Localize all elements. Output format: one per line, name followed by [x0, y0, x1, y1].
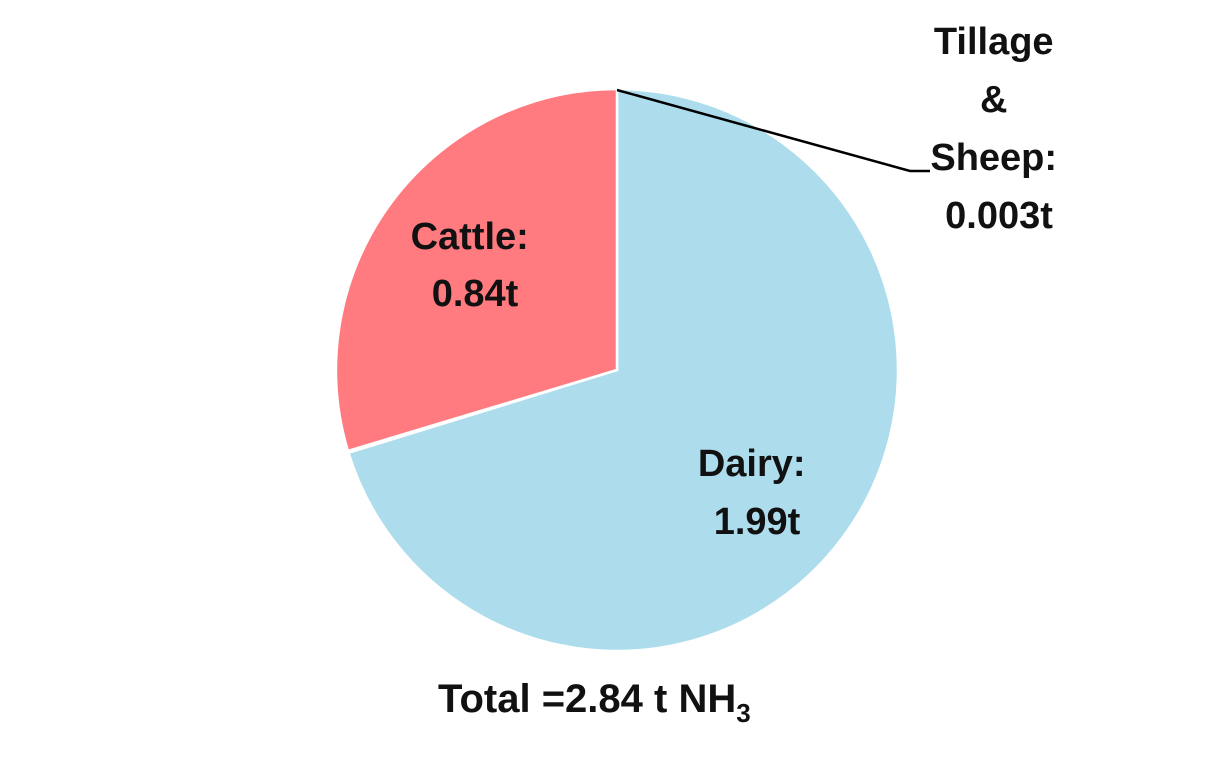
chart-total-caption: Total =2.84 t NH3: [438, 677, 751, 728]
cattle-slice: [334, 87, 619, 453]
tillage-label-value: 0.003t: [945, 195, 1053, 237]
dairy-label-value: 1.99t: [714, 501, 801, 543]
cattle-label-value: 0.84t: [432, 273, 519, 315]
tillage-label-line-2: &: [980, 79, 1007, 121]
dairy-label-name: Dairy:: [698, 443, 806, 485]
tillage-leader-line: [616, 88, 930, 173]
total-text: Total =2.84 t NH: [438, 677, 736, 721]
cattle-label: Cattle: 0.84t: [411, 216, 540, 315]
tillage-label-line-3: Sheep:: [930, 137, 1057, 179]
cattle-label-name: Cattle:: [411, 216, 529, 258]
tillage-label-line-1: Tillage: [934, 21, 1054, 63]
dairy-slice: [346, 87, 900, 653]
pie-slices: [334, 87, 900, 653]
total-subscript: 3: [736, 698, 750, 728]
dairy-label: Dairy: 1.99t: [698, 443, 816, 543]
tillage-sheep-label: Tillage & Sheep: 0.003t: [930, 21, 1067, 237]
